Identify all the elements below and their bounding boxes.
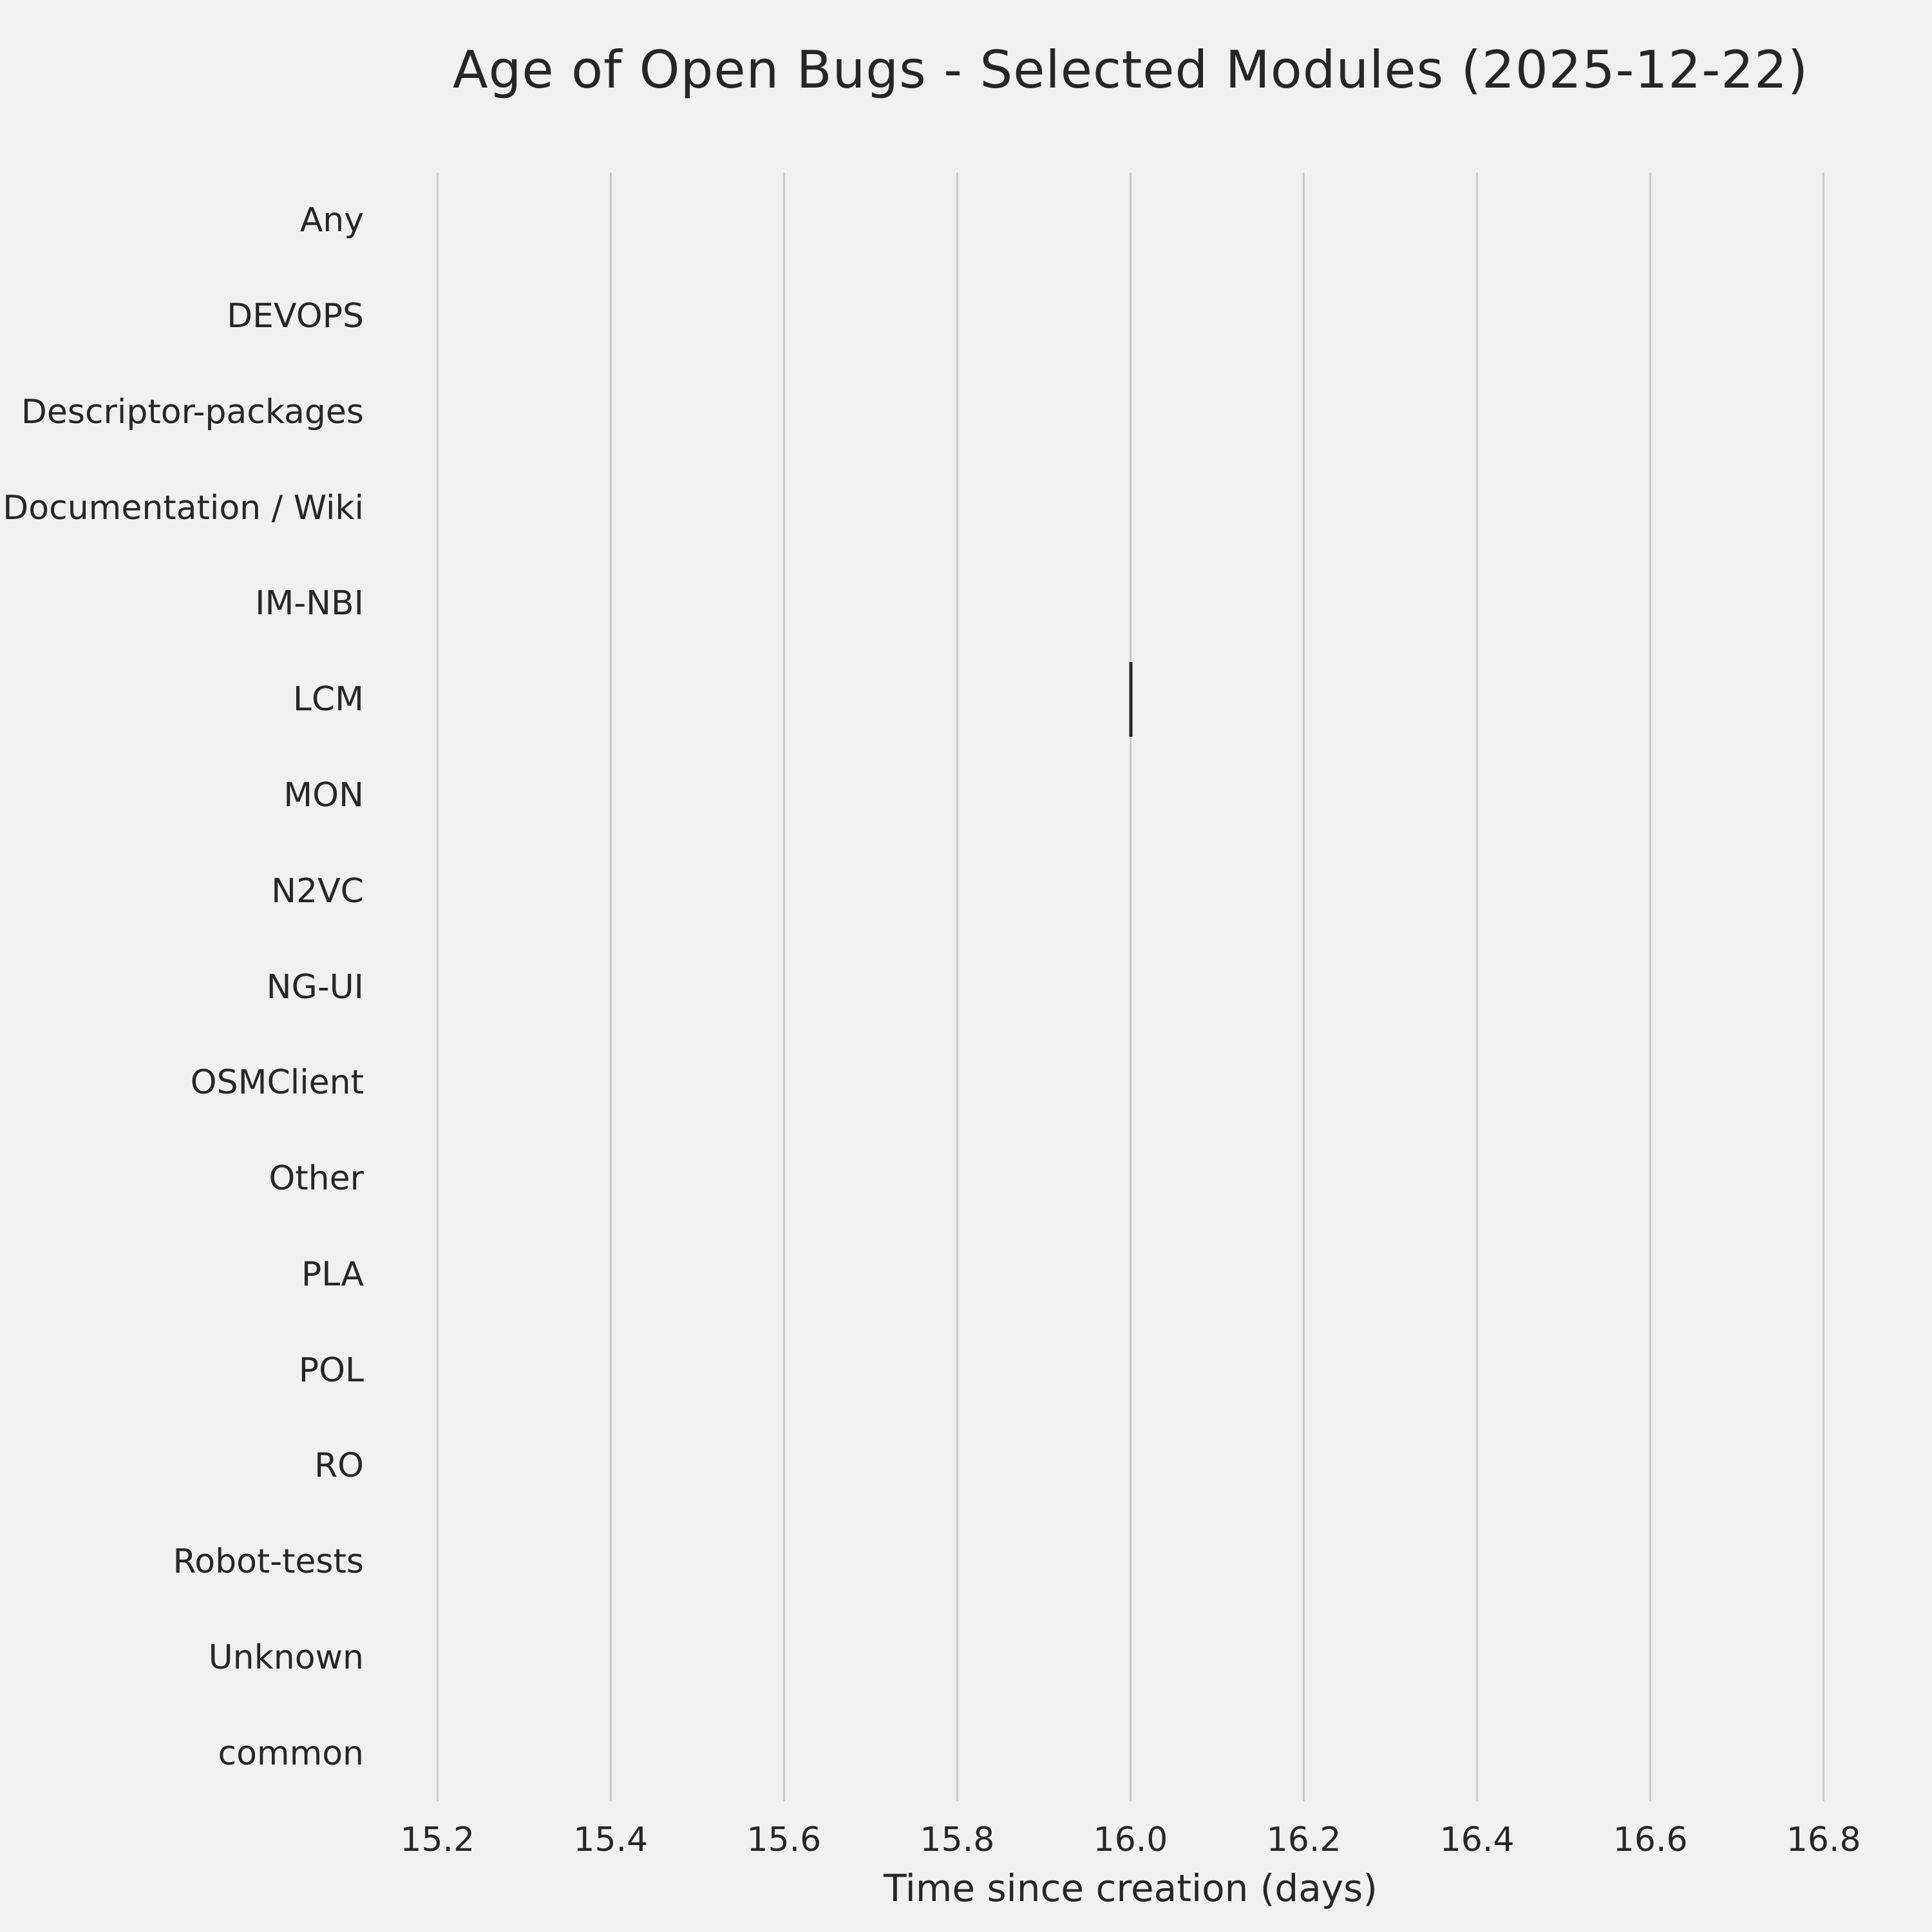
y-axis-labels: Any DEVOPS Descriptor-packages Documentatio… (0, 173, 364, 1801)
x-tick-label: 16.6 (1613, 1821, 1688, 1859)
gridline (1130, 173, 1132, 1801)
gridline (956, 173, 958, 1801)
y-tick-label: Any (299, 201, 364, 240)
x-tick-label: 15.4 (573, 1821, 649, 1859)
x-tick-label: 16.8 (1786, 1821, 1861, 1859)
gridline (1303, 173, 1305, 1801)
x-tick-label: 16.2 (1266, 1821, 1341, 1859)
y-tick-label: MON (283, 775, 364, 815)
y-tick-label: OSMClient (190, 1063, 364, 1103)
plot-area (394, 173, 1867, 1801)
y-tick-label: Other (269, 1159, 364, 1198)
x-tick-label: 15.2 (400, 1821, 475, 1859)
chart-title: Age of Open Bugs - Selected Modules (202… (452, 40, 1809, 100)
y-tick-label: IM-NBI (255, 584, 364, 623)
y-tick-label: Documentation / Wiki (3, 488, 364, 527)
y-tick-label: POL (298, 1350, 364, 1390)
y-tick-label: PLA (301, 1255, 364, 1294)
x-axis-tick-labels: 15.2 15.4 15.6 15.8 16.0 16.2 16.4 16.6 16.8 (394, 1821, 1867, 1866)
x-tick-label: 16.0 (1093, 1821, 1168, 1859)
x-tick-label: 15.8 (920, 1821, 995, 1859)
y-tick-label: N2VC (271, 871, 364, 911)
x-tick-label: 16.4 (1439, 1821, 1515, 1859)
y-tick-label: NG-UI (266, 967, 364, 1007)
y-tick-label: LCM (292, 680, 364, 719)
x-axis-label: Time since creation (days) (884, 1866, 1378, 1910)
y-tick-label: RO (314, 1446, 364, 1486)
gridline (1823, 173, 1825, 1801)
gridline (436, 173, 439, 1801)
bug-age-marker (1129, 662, 1132, 737)
gridline (1649, 173, 1652, 1801)
y-tick-label: Robot-tests (173, 1542, 364, 1582)
y-tick-label: DEVOPS (227, 297, 364, 336)
x-tick-label: 15.6 (746, 1821, 822, 1859)
y-tick-label: Descriptor-packages (21, 392, 364, 431)
gridline (782, 173, 785, 1801)
gridline (609, 173, 612, 1801)
y-tick-label: Unknown (208, 1638, 364, 1677)
y-tick-label: common (218, 1734, 364, 1773)
gridline (1476, 173, 1479, 1801)
